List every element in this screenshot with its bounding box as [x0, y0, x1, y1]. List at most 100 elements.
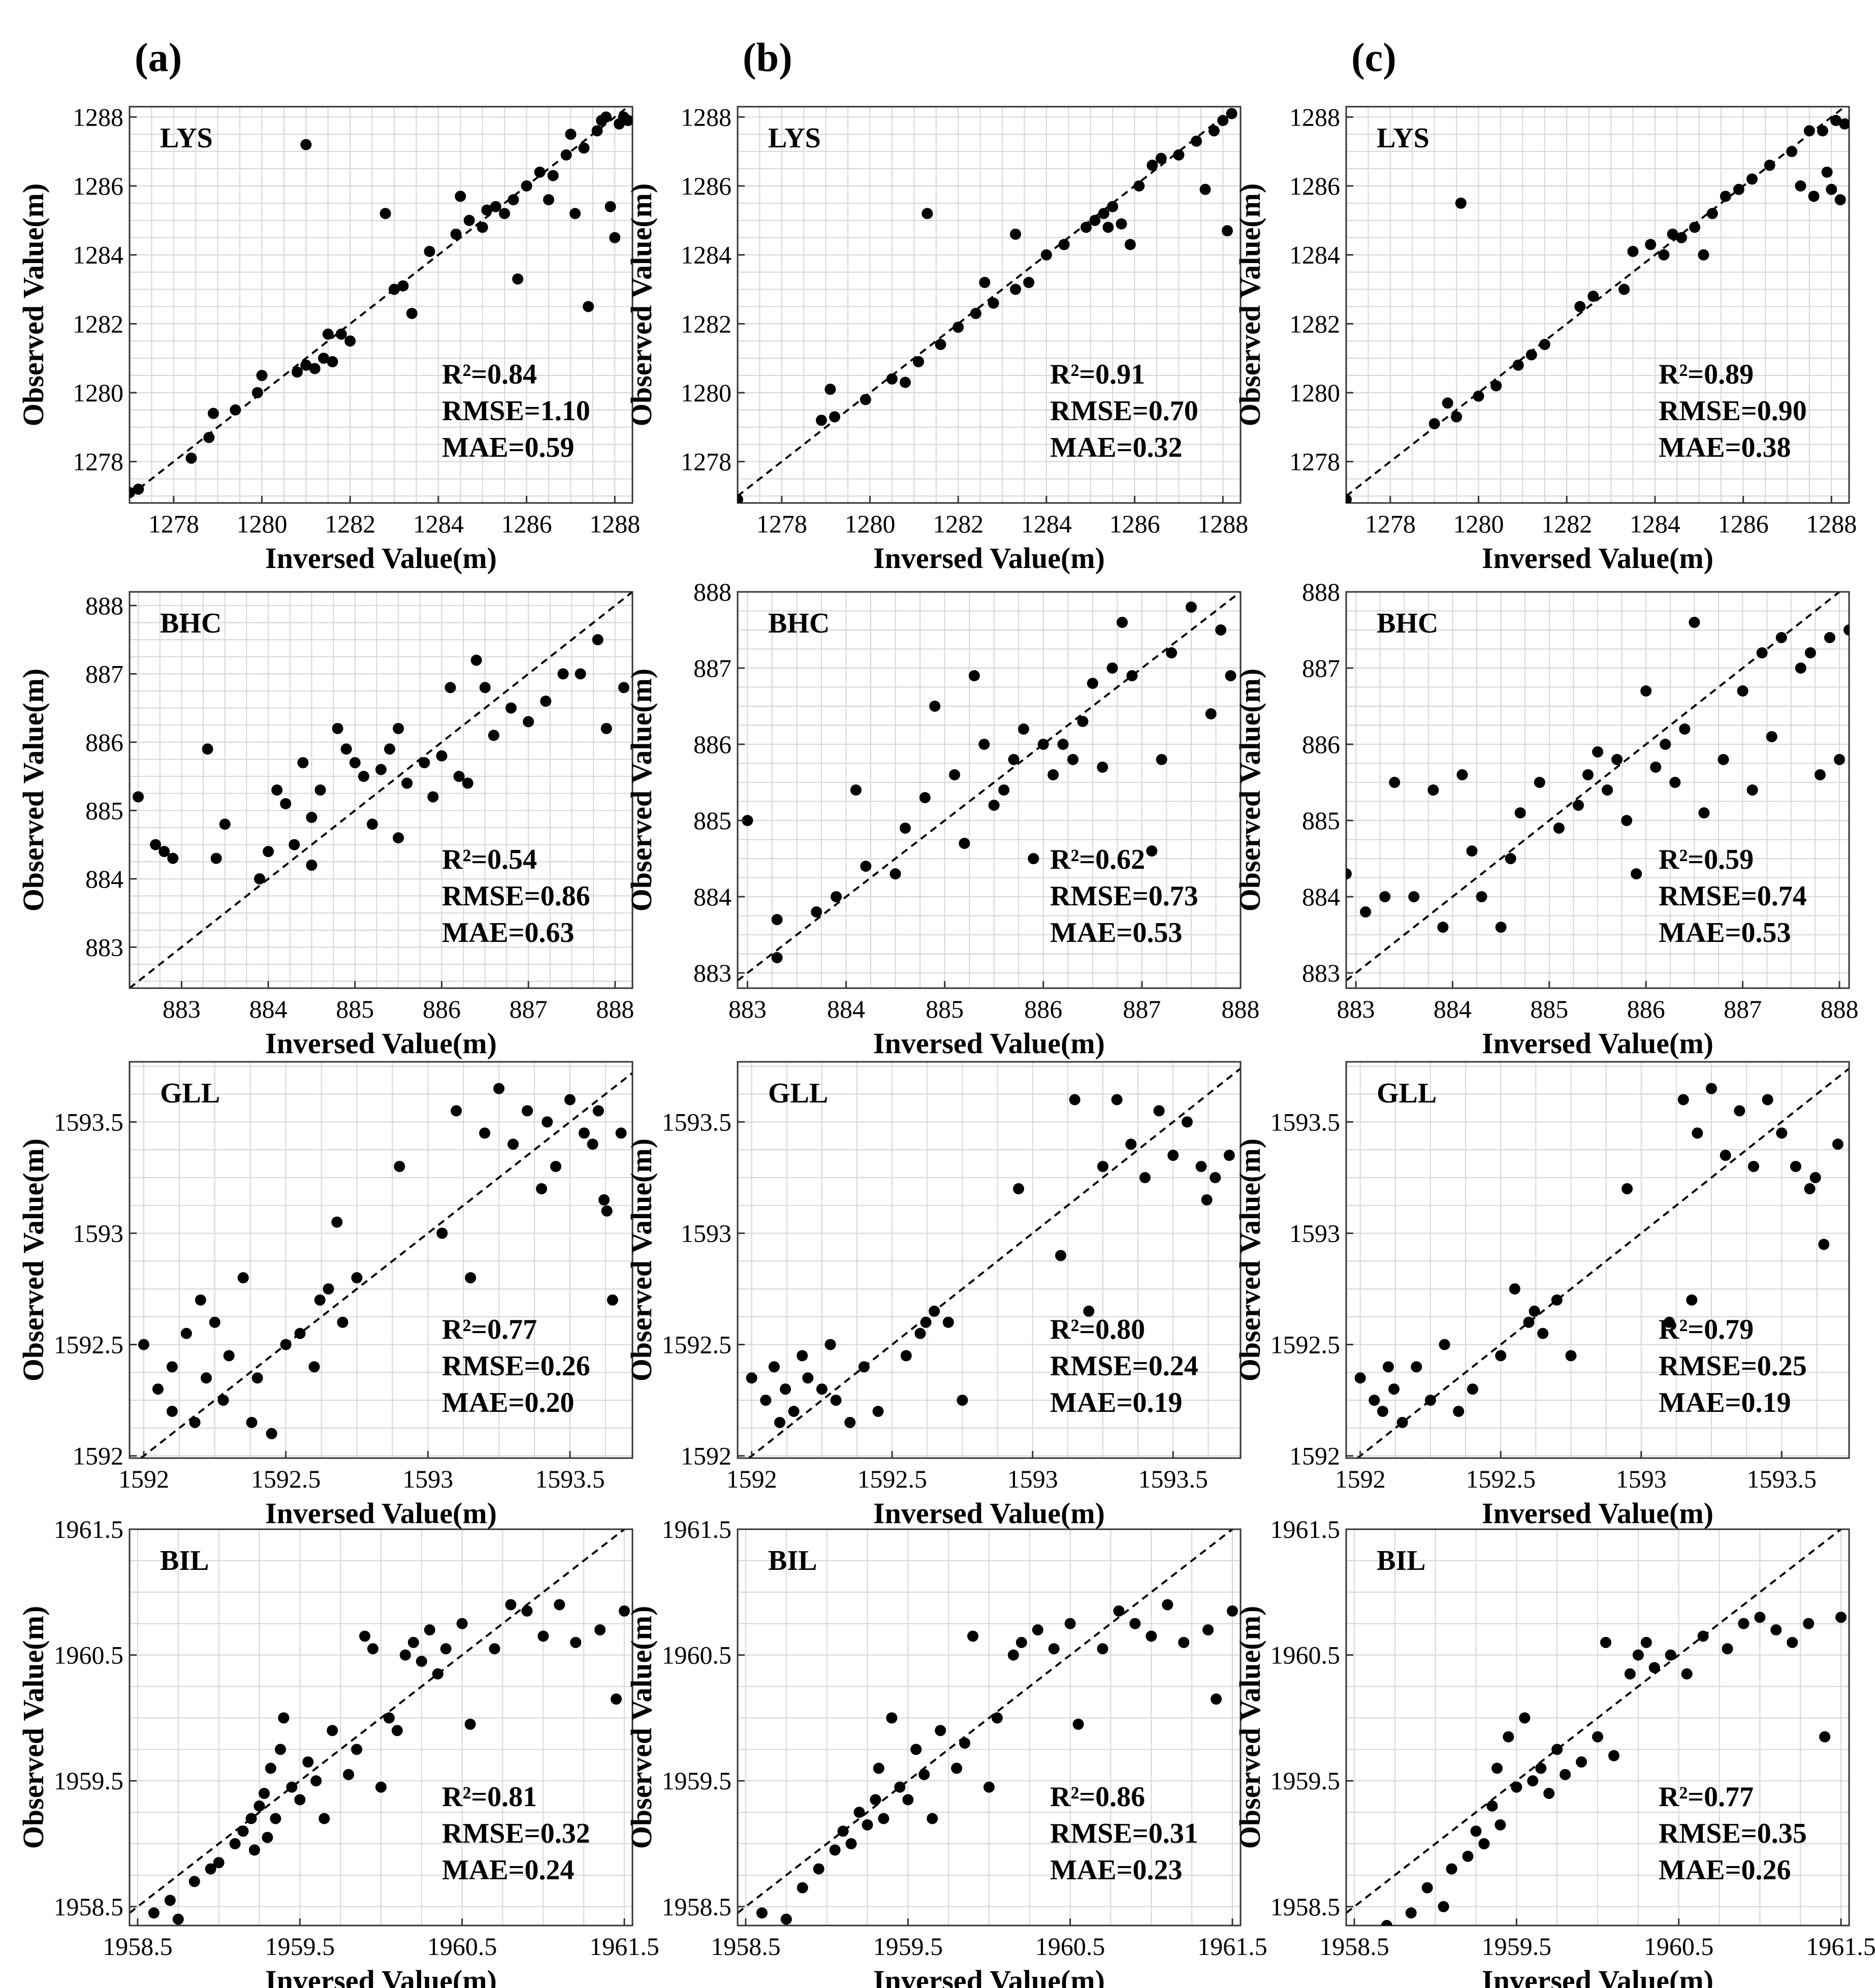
data-point	[416, 1656, 427, 1667]
data-point	[1456, 769, 1468, 780]
x-tick-label: 886	[1024, 995, 1062, 1023]
one-to-one-line	[738, 592, 1241, 982]
y-tick-label: 1593.5	[54, 1108, 124, 1136]
data-point	[180, 1328, 192, 1339]
data-point	[746, 1372, 757, 1384]
data-point	[918, 1769, 930, 1780]
points-gll-b	[746, 1094, 1235, 1428]
data-point	[1587, 291, 1599, 302]
data-point	[959, 838, 970, 849]
x-tick-label: 1592.5	[1466, 1465, 1536, 1493]
x-axis-title: Inversed Value(m)	[1482, 1964, 1713, 1988]
data-point	[152, 1383, 164, 1395]
data-point	[259, 1788, 270, 1799]
data-point	[245, 1813, 257, 1824]
data-point	[1047, 769, 1059, 780]
y-tick-label: 883	[85, 933, 123, 961]
data-point	[1495, 922, 1507, 933]
data-point	[505, 1599, 517, 1611]
y-tick-label: 1593	[681, 1219, 732, 1247]
data-point	[251, 1372, 263, 1384]
points-lys-a	[130, 111, 632, 498]
x-tick-label: 1958.5	[711, 1932, 781, 1961]
data-point	[1514, 807, 1526, 818]
grid-lys-c	[1346, 107, 1849, 503]
data-point	[230, 404, 241, 416]
data-point	[1560, 1769, 1571, 1780]
data-point	[1539, 339, 1550, 350]
data-point	[1824, 632, 1835, 643]
stat-label: R²=0.54	[442, 844, 537, 875]
data-point	[1077, 716, 1089, 727]
x-tick-label: 885	[926, 995, 964, 1023]
one-to-one-line	[1346, 107, 1846, 497]
data-point	[294, 1794, 306, 1806]
data-point	[1097, 762, 1108, 773]
data-point	[1600, 1636, 1611, 1648]
one-to-one-line	[130, 592, 632, 988]
y-tick-label: 1288	[681, 103, 732, 131]
data-point	[979, 276, 991, 288]
data-point	[1692, 1127, 1703, 1139]
y-tick-label: 1278	[681, 448, 732, 476]
x-axis-title: Inversed Value(m)	[873, 1027, 1105, 1060]
data-point	[862, 1819, 873, 1831]
data-point	[1185, 602, 1197, 613]
data-point	[262, 1832, 273, 1843]
data-point	[1010, 283, 1022, 295]
x-tick-label: 888	[596, 995, 634, 1023]
points-bhc-c	[1346, 617, 1849, 933]
data-point	[217, 1395, 229, 1406]
x-tick-label: 1961.5	[1806, 1932, 1875, 1961]
y-tick-label: 1288	[73, 103, 123, 131]
data-point	[858, 1361, 870, 1373]
data-point	[1747, 1160, 1759, 1172]
data-point	[1689, 617, 1700, 628]
column-label-a: (a)	[135, 36, 182, 80]
data-point	[957, 1395, 968, 1406]
x-tick-label: 1593	[402, 1465, 453, 1493]
data-point	[309, 363, 321, 374]
data-point	[1427, 784, 1439, 796]
data-point	[1818, 1239, 1830, 1250]
data-point	[455, 191, 466, 202]
station-label: GLL	[768, 1078, 828, 1109]
data-point	[951, 1762, 963, 1774]
data-point	[275, 1744, 286, 1755]
data-point	[318, 353, 330, 364]
y-axis-title: Observed Value(m)	[1233, 669, 1266, 912]
data-point	[1178, 1636, 1190, 1648]
data-point	[845, 1838, 857, 1850]
y-tick-label: 1593.5	[662, 1108, 732, 1136]
data-point	[444, 682, 456, 693]
stat-label: RMSE=0.26	[442, 1350, 590, 1382]
data-point	[774, 1416, 785, 1428]
y-axis-title: Observed Value(m)	[17, 1139, 50, 1382]
data-point	[607, 1294, 618, 1306]
data-point	[1226, 108, 1237, 119]
x-tick-label: 1961.5	[589, 1932, 659, 1961]
data-point	[1379, 891, 1391, 902]
data-point	[394, 1160, 405, 1172]
data-point	[1592, 1731, 1603, 1743]
data-point	[133, 483, 144, 495]
data-point	[1790, 1160, 1801, 1172]
stat-label: RMSE=0.70	[1050, 395, 1198, 427]
stat-label: R²=0.81	[442, 1781, 537, 1813]
data-point	[300, 359, 312, 371]
data-point	[366, 818, 378, 830]
data-point	[1446, 1863, 1457, 1875]
data-point	[557, 668, 569, 680]
data-point	[340, 743, 352, 755]
data-point	[436, 1227, 448, 1239]
data-point	[547, 170, 559, 181]
x-axis-title: Inversed Value(m)	[1482, 1497, 1713, 1530]
data-point	[1069, 1094, 1080, 1106]
y-tick-label: 1593	[1289, 1219, 1340, 1247]
data-point	[523, 716, 534, 728]
data-point	[1097, 1160, 1108, 1172]
x-axis-title: Inversed Value(m)	[873, 1964, 1105, 1988]
stat-label: RMSE=0.86	[442, 880, 590, 912]
points-bil-b	[756, 1599, 1238, 1925]
data-point	[383, 1712, 395, 1724]
